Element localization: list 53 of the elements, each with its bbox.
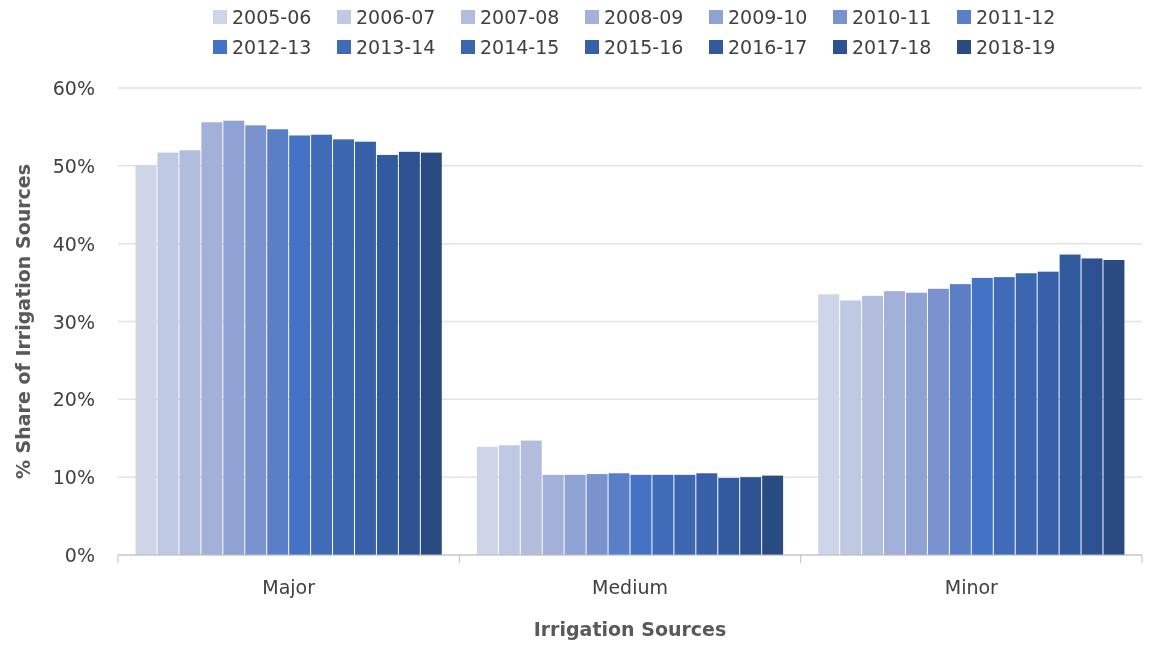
y-tick-label: 30% [52,310,95,333]
legend-label: 2017-18 [852,36,932,58]
bar [245,125,267,555]
legend-label: 2011-12 [976,6,1056,28]
bar [476,446,498,555]
bar [179,150,201,555]
legend-label: 2006-07 [356,6,436,28]
bar [542,474,564,555]
y-tick-label: 20% [52,388,95,411]
bar [840,300,862,555]
y-tick-label: 40% [52,232,95,255]
bar [906,292,927,555]
bar [564,474,586,555]
bar [1103,260,1125,555]
legend-label: 2008-09 [604,6,684,28]
legend-label: 2016-17 [728,36,808,58]
bar [608,473,630,555]
bar [762,475,784,555]
bar [420,152,442,555]
legend-label: 2018-19 [976,36,1056,58]
bar [740,477,762,555]
y-axis-title: % Share of Irrigation Sources [12,163,34,480]
bar [498,445,520,555]
bar [223,120,245,555]
legend-label: 2005-06 [232,6,312,28]
legend-label: 2013-14 [356,36,436,58]
bar [818,294,840,555]
legend-label: 2007-08 [480,6,560,28]
bar [927,288,949,555]
y-tick-label: 50% [52,154,95,177]
bar [267,129,289,555]
legend-label: 2009-10 [728,6,808,28]
bar [201,122,223,555]
legend-label: 2014-15 [480,36,560,58]
bar [586,474,608,555]
bar [949,284,971,555]
y-tick-label: 60% [52,77,95,99]
legend-label: 2010-11 [852,6,932,28]
bar [884,291,905,555]
x-tick-label: Minor [944,576,999,598]
bar [1081,258,1103,555]
bar [157,152,179,555]
x-tick-label: Major [262,576,316,598]
legend-label: 2012-13 [232,36,312,58]
bar [135,165,157,555]
bar [520,440,542,555]
x-axis-title: Irrigation Sources [533,618,727,640]
y-tick-label: 0% [64,544,95,566]
legend-label: 2015-16 [604,36,684,58]
bar [862,295,884,555]
bar [398,151,420,555]
x-tick-label: Medium [592,576,668,598]
y-tick-label: 10% [52,466,95,489]
